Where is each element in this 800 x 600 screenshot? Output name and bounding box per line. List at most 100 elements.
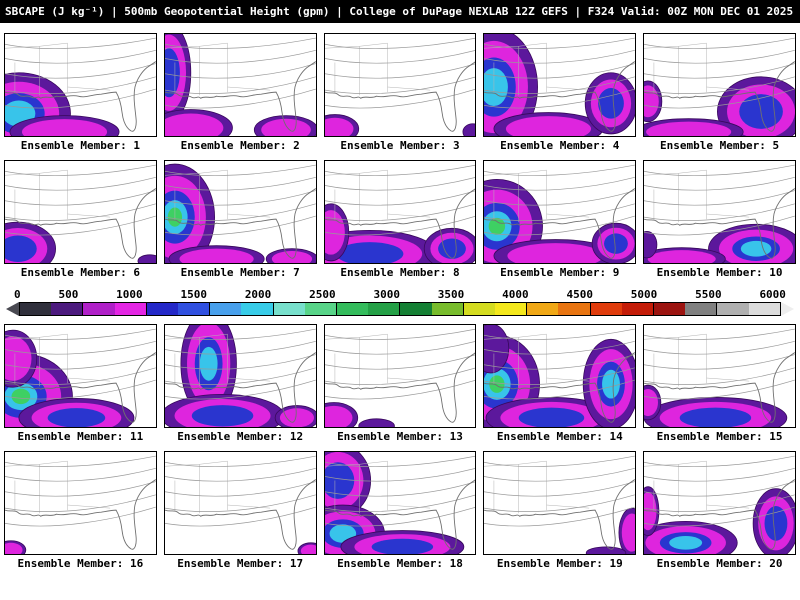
- ensemble-member-label: Ensemble Member: 7: [180, 266, 300, 279]
- colorbar-segments: [19, 302, 781, 316]
- colorbar-segment: [462, 303, 496, 315]
- ensemble-cell: Ensemble Member: 17: [163, 451, 317, 570]
- ensemble-panel: [643, 324, 796, 428]
- ensemble-panel: [163, 451, 317, 555]
- cape-map: [5, 455, 156, 554]
- colorbar-segment: [272, 303, 305, 315]
- cape-map: [164, 325, 316, 427]
- ensemble-cell: Ensemble Member: 1: [4, 33, 157, 152]
- ensemble-member-label: Ensemble Member: 18: [337, 557, 463, 570]
- cape-map: [164, 455, 316, 554]
- colorbar-segment: [589, 303, 622, 315]
- ensemble-member-label: Ensemble Member: 6: [20, 266, 140, 279]
- colorbar-segment: [51, 303, 83, 315]
- colorbar-segment: [526, 303, 559, 315]
- colorbar-tick-label: 4500: [566, 288, 593, 301]
- ensemble-member-label: Ensemble Member: 10: [656, 266, 783, 279]
- ensemble-member-label: Ensemble Member: 15: [656, 430, 783, 443]
- ensemble-cell: Ensemble Member: 6: [4, 160, 157, 279]
- colorbar-segment: [748, 303, 780, 315]
- ensemble-cell: Ensemble Member: 11: [4, 324, 157, 443]
- ensemble-cell: Ensemble Member: 13: [323, 324, 477, 443]
- colorbar-tick-label: 5500: [695, 288, 722, 301]
- cape-map: [164, 163, 316, 263]
- colorbar-left-arrow: [6, 302, 19, 316]
- ensemble-cell: Ensemble Member: 14: [483, 324, 637, 443]
- ensemble-cell: Ensemble Member: 9: [483, 160, 637, 279]
- cape-map: [324, 164, 476, 263]
- ensemble-panel: [643, 33, 796, 137]
- colorbar-tick-labels: 0 500 1000 1500 2000 2500 3000 3500 4000 4500 5000…: [6, 288, 794, 302]
- ensemble-cell: Ensemble Member: 18: [323, 451, 477, 570]
- colorbar-segment: [431, 303, 463, 315]
- cape-map: [5, 37, 156, 136]
- ensemble-panel: [323, 33, 477, 137]
- ensemble-member-label: Ensemble Member: 16: [17, 557, 144, 570]
- colorbar-tick-label: 3500: [437, 288, 465, 301]
- ensemble-panel: [483, 451, 637, 555]
- colorbar-segment: [368, 303, 400, 315]
- ensemble-panel: [163, 33, 317, 137]
- ensemble-member-label: Ensemble Member: 2: [180, 139, 300, 152]
- cape-map: [164, 34, 316, 136]
- panel-row-4: Ensemble Member: 16 Ensemble Member: 17 En…: [4, 451, 796, 570]
- colorbar-segment: [20, 303, 52, 315]
- ensemble-member-label: Ensemble Member: 13: [337, 430, 463, 443]
- colorbar-segment: [304, 303, 337, 315]
- cape-map: [5, 164, 156, 263]
- ensemble-member-label: Ensemble Member: 5: [659, 139, 780, 152]
- ensemble-cell: Ensemble Member: 8: [323, 160, 477, 279]
- colorbar-segment: [241, 303, 273, 315]
- ensemble-cell: Ensemble Member: 2: [163, 33, 317, 152]
- colorbar-tick-label: 5000: [630, 288, 658, 301]
- ensemble-panel: [323, 324, 477, 428]
- ensemble-panel: [643, 451, 796, 555]
- colorbar-segment: [114, 303, 146, 315]
- cape-map: [324, 452, 476, 554]
- colorbar-tick-label: 1000: [116, 288, 143, 301]
- colorbar-tick-label: 6000: [759, 288, 786, 301]
- colorbar-segment: [209, 303, 242, 315]
- ensemble-panel: [4, 324, 157, 428]
- ensemble-cell: Ensemble Member: 10: [643, 160, 796, 279]
- colorbar-segment: [558, 303, 590, 315]
- ensemble-member-label: Ensemble Member: 1: [20, 139, 140, 152]
- colorbar-segment: [685, 303, 717, 315]
- ensemble-panel: [323, 451, 477, 555]
- ensemble-panel: [483, 160, 637, 264]
- cape-map: [484, 34, 636, 136]
- ensemble-cell: Ensemble Member: 7: [163, 160, 317, 279]
- cape-map: [644, 37, 795, 136]
- ensemble-member-label: Ensemble Member: 4: [500, 139, 620, 152]
- ensemble-member-label: Ensemble Member: 19: [496, 557, 623, 570]
- ensemble-member-label: Ensemble Member: 14: [496, 430, 623, 443]
- ensemble-panel: [643, 160, 796, 264]
- colorbar-segment: [653, 303, 686, 315]
- colorbar-segment: [336, 303, 369, 315]
- colorbar-tick-label: 500: [58, 288, 79, 301]
- colorbar-tick-label: 4000: [502, 288, 529, 301]
- ensemble-cell: Ensemble Member: 19: [483, 451, 637, 570]
- colorbar-tick-label: 1500: [180, 288, 207, 301]
- ensemble-panel: [4, 33, 157, 137]
- ensemble-panel: [323, 160, 477, 264]
- ensemble-cell: Ensemble Member: 3: [323, 33, 477, 152]
- cape-map: [324, 328, 476, 427]
- panel-row-3: Ensemble Member: 11 Ensemble Member: 12 En…: [4, 324, 796, 443]
- ensemble-member-label: Ensemble Member: 12: [177, 430, 304, 443]
- colorbar-segment: [495, 303, 527, 315]
- ensemble-cell: Ensemble Member: 20: [643, 451, 796, 570]
- colorbar-segment: [621, 303, 654, 315]
- colorbar-segment: [399, 303, 432, 315]
- ensemble-cell: Ensemble Member: 12: [163, 324, 317, 443]
- ensemble-member-label: Ensemble Member: 11: [17, 430, 144, 443]
- colorbar-segment: [178, 303, 210, 315]
- ensemble-panel: [4, 451, 157, 555]
- ensemble-member-label: Ensemble Member: 3: [340, 139, 460, 152]
- colorbar-tick-label: 3000: [373, 288, 400, 301]
- ensemble-cell: Ensemble Member: 5: [643, 33, 796, 152]
- colorbar-segment: [716, 303, 749, 315]
- page-title: SBCAPE (J kg⁻¹) | 500mb Geopotential Hei…: [5, 5, 794, 18]
- ensemble-panel: [4, 160, 157, 264]
- title-bar: SBCAPE (J kg⁻¹) | 500mb Geopotential Hei…: [0, 0, 800, 23]
